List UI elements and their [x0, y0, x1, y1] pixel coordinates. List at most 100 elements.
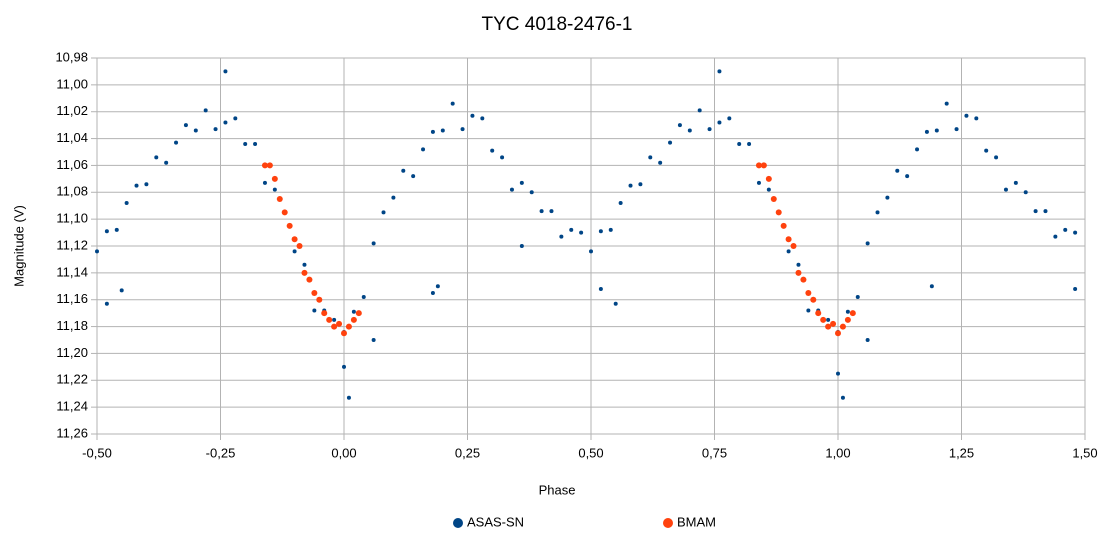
data-point [312, 308, 317, 313]
data-point [786, 249, 791, 254]
data-point [687, 128, 692, 133]
data-point [350, 316, 357, 323]
data-point [266, 162, 273, 169]
data-point [326, 316, 333, 323]
y-tick-label: 11,02 [56, 103, 88, 118]
x-axis-label: Phase [539, 482, 576, 497]
data-point [164, 160, 169, 165]
data-point [281, 209, 288, 216]
plot-border [96, 57, 1086, 435]
data-point [336, 320, 343, 327]
data-point [820, 316, 827, 323]
data-point [795, 269, 802, 276]
data-point [519, 244, 524, 248]
data-point [697, 108, 702, 113]
data-point [579, 230, 584, 235]
data-point [371, 338, 376, 342]
data-point [346, 395, 351, 400]
data-point [223, 69, 228, 74]
data-point [203, 108, 208, 113]
data-point [815, 310, 822, 317]
data-point [598, 286, 603, 291]
data-point [845, 309, 850, 314]
data-point [865, 338, 870, 342]
data-point [915, 147, 920, 152]
data-point [810, 296, 817, 303]
data-point [421, 147, 426, 152]
data-point [104, 229, 109, 234]
y-tick-label: 11,10 [56, 211, 88, 226]
data-point [559, 234, 564, 239]
data-point [756, 180, 761, 185]
data-point [839, 323, 846, 330]
data-point [174, 140, 179, 145]
data-point [316, 296, 323, 303]
data-point [785, 236, 792, 243]
data-point [549, 209, 554, 214]
data-point [509, 187, 514, 192]
data-point [964, 113, 969, 118]
y-tick-label: 11,26 [56, 425, 88, 440]
data-point [450, 101, 455, 106]
data-point [1043, 209, 1048, 214]
data-point [855, 295, 860, 300]
data-point [836, 371, 840, 376]
data-point [613, 301, 618, 306]
y-tick-label: 11,12 [56, 237, 88, 252]
data-point [569, 227, 574, 232]
data-point [780, 222, 787, 229]
x-tick-label: 1,50 [1072, 445, 1097, 460]
data-point [727, 116, 732, 121]
data-point [183, 123, 188, 128]
data-point [830, 320, 837, 327]
data-point [826, 317, 831, 322]
x-tick-label: 1,25 [949, 445, 974, 460]
y-tick-label: 11,20 [56, 345, 88, 360]
data-point [1013, 180, 1018, 185]
y-tick-label: 11,06 [56, 157, 88, 172]
data-point [737, 141, 742, 146]
y-tick-label: 11,18 [56, 318, 88, 333]
x-tick-label: 0,75 [702, 445, 727, 460]
data-point [929, 284, 934, 289]
data-point [844, 316, 851, 323]
data-point [243, 141, 248, 146]
data-point [306, 276, 313, 283]
data-point [271, 175, 278, 182]
data-point [460, 127, 465, 132]
data-point [849, 310, 856, 317]
data-point [984, 148, 989, 153]
data-point [707, 127, 712, 132]
data-point [341, 330, 347, 337]
data-point [885, 195, 890, 200]
data-point [589, 249, 593, 254]
y-tick-label: 10,98 [55, 49, 88, 64]
data-point [351, 309, 356, 314]
data-point [301, 269, 308, 276]
data-point [371, 241, 376, 246]
data-point [332, 317, 337, 322]
x-tick-label: -0,50 [82, 445, 112, 460]
data-point [770, 196, 777, 202]
data-point [272, 187, 277, 192]
data-point [391, 195, 396, 200]
data-point [1003, 187, 1008, 192]
data-point [805, 290, 812, 296]
data-point [1053, 234, 1058, 239]
y-tick-label: 11,04 [56, 130, 88, 145]
data-point [598, 229, 603, 234]
data-point [119, 288, 124, 293]
data-point [292, 249, 297, 254]
data-point [539, 209, 544, 214]
data-point [321, 310, 328, 317]
data-point [765, 175, 772, 182]
data-point [760, 162, 767, 169]
data-point [800, 276, 807, 283]
data-point [806, 308, 811, 313]
legend-label: ASAS-SN [467, 514, 524, 529]
data-point [342, 364, 346, 369]
y-axis-label: Magnitude (V) [11, 205, 26, 287]
data-point [261, 162, 268, 169]
data-point [717, 69, 722, 74]
